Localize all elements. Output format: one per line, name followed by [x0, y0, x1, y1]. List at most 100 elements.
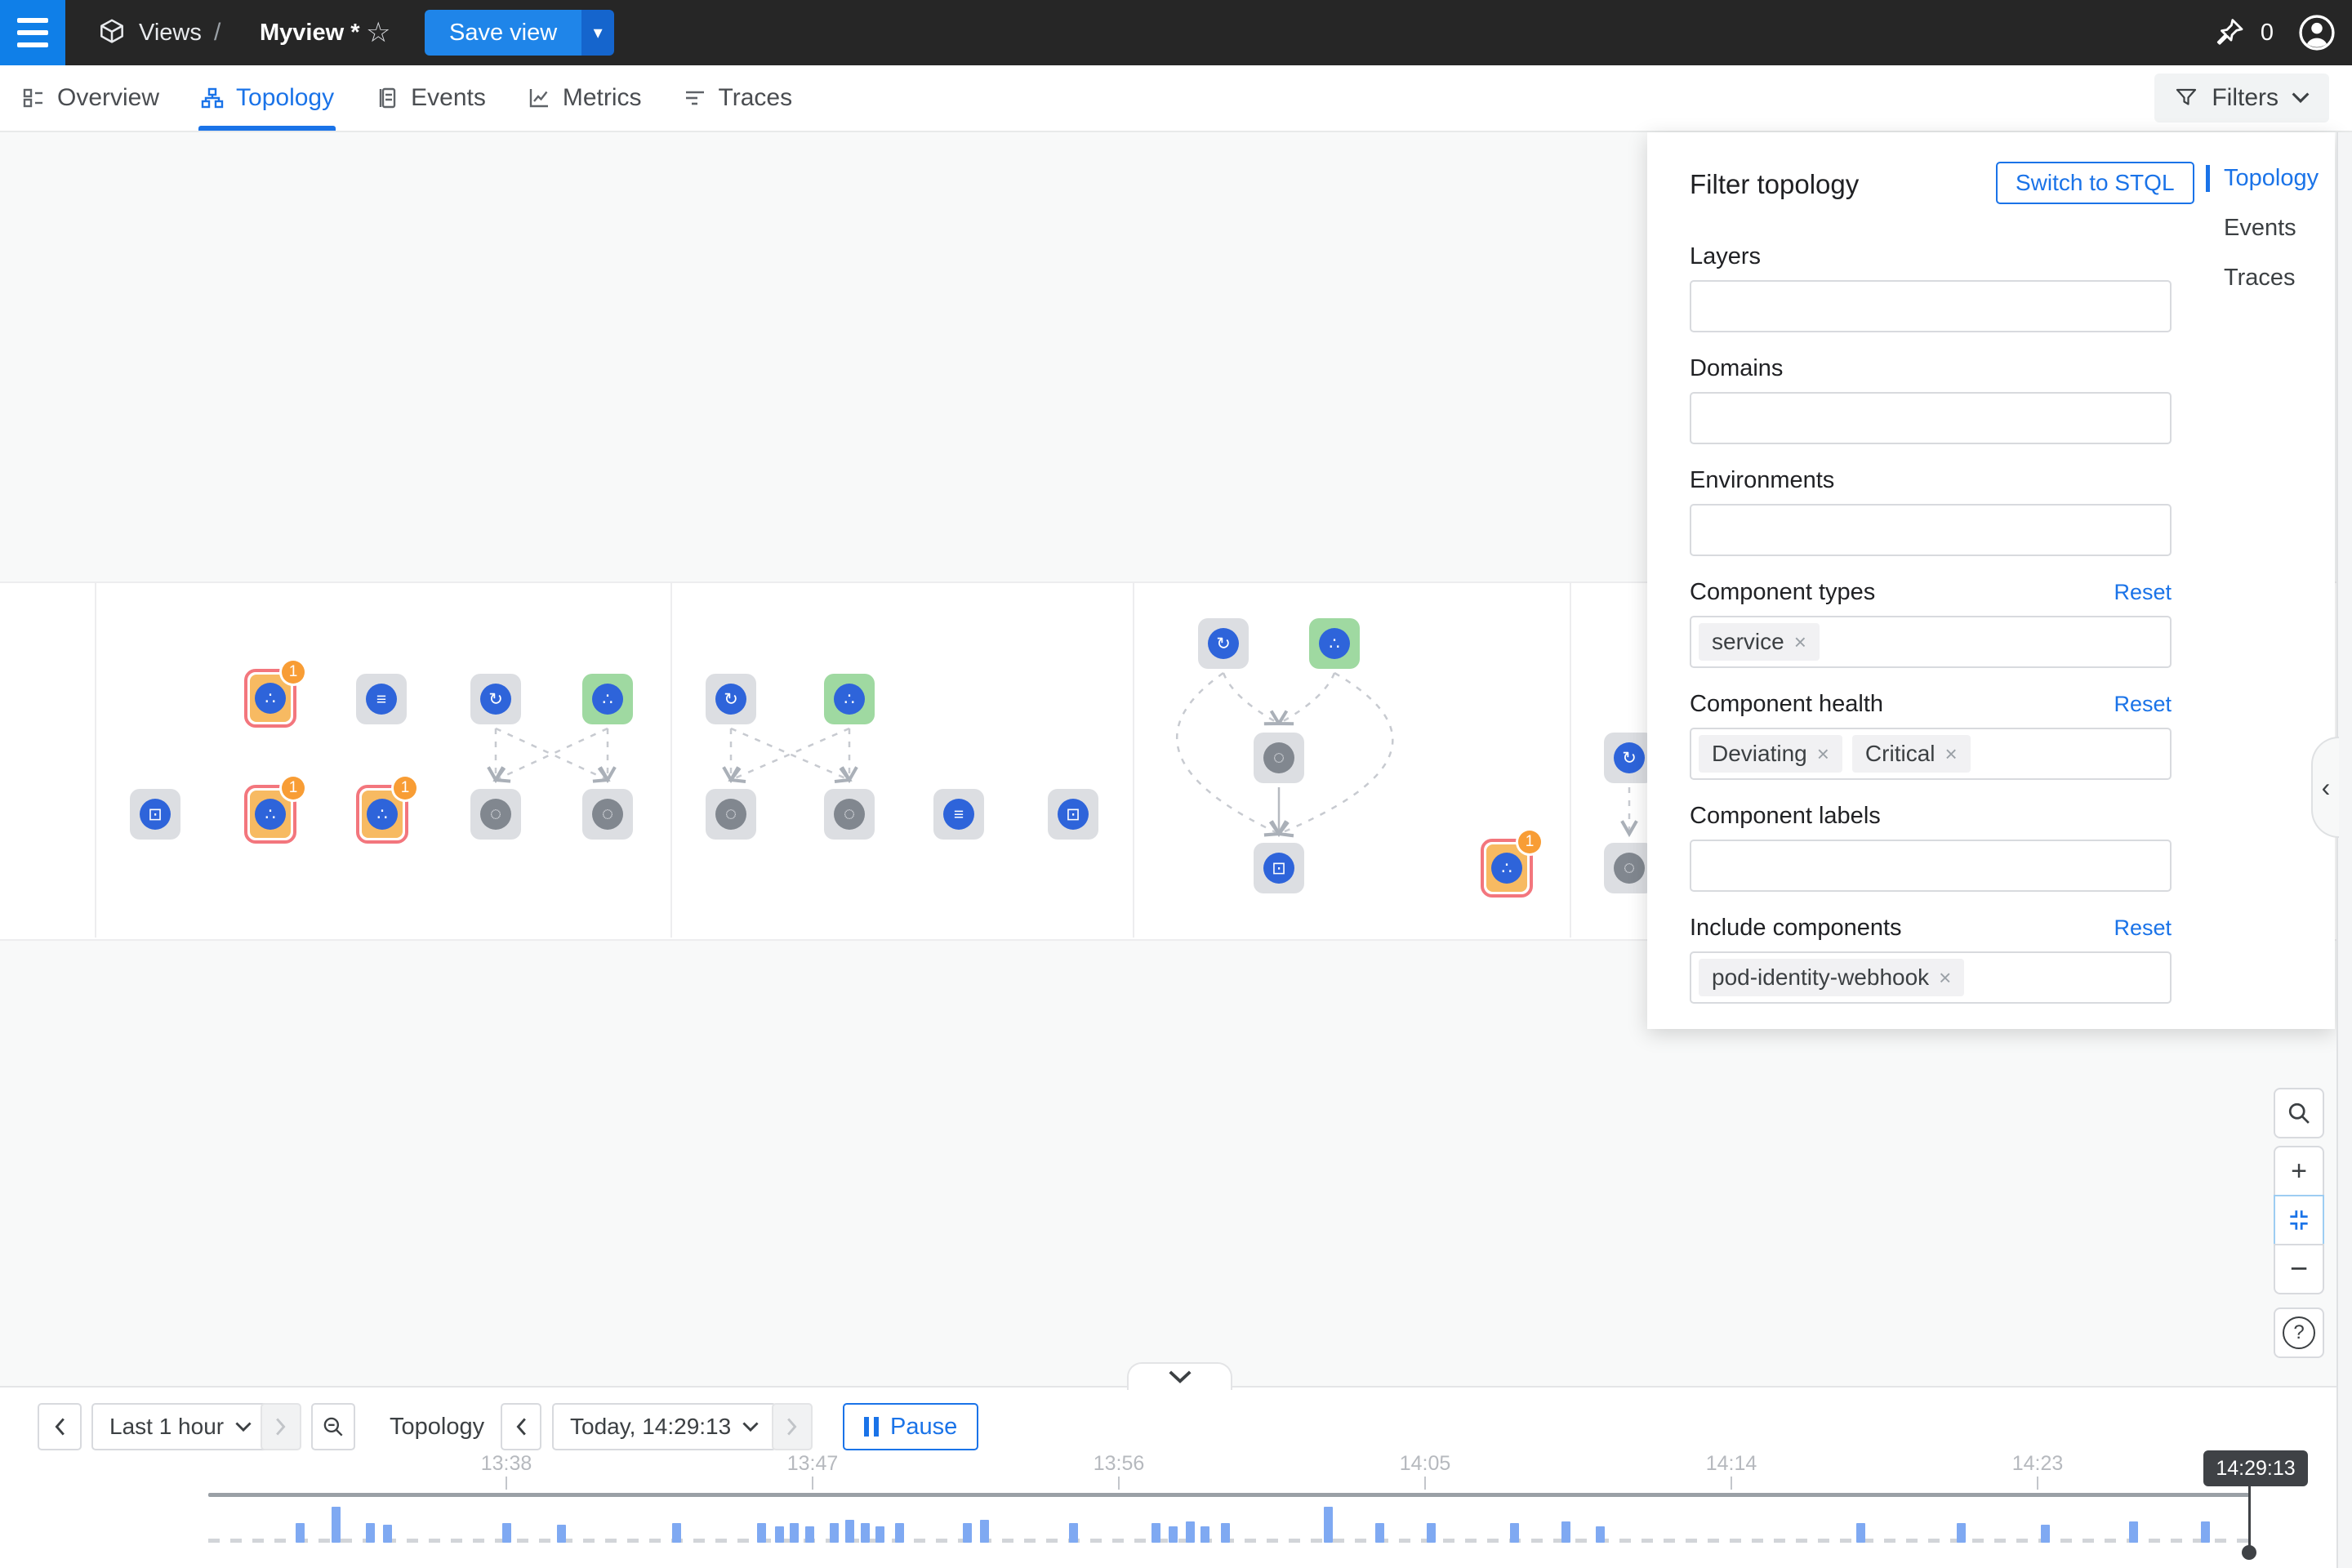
layers-input[interactable]	[1690, 280, 2172, 332]
include-components-input[interactable]: pod-identity-webhook ×	[1690, 951, 2172, 1004]
event-bar	[1956, 1523, 1966, 1543]
views-label: Views	[139, 19, 202, 46]
time-tick-mark	[1731, 1477, 1732, 1490]
deployment-node[interactable]: ↻	[470, 674, 521, 724]
remove-tag-icon[interactable]: ×	[1793, 629, 1806, 654]
panel-nav-events[interactable]: Events	[2224, 215, 2296, 241]
time-tick-label: 14:14	[1705, 1452, 1757, 1475]
service-node[interactable]: ∴ 1	[356, 777, 416, 844]
time-tick-label: 13:38	[480, 1452, 532, 1475]
component-types-reset-link[interactable]: Reset	[2114, 580, 2172, 604]
zoom-out-button[interactable]: −	[2274, 1244, 2324, 1294]
next-time-button[interactable]	[772, 1403, 813, 1450]
bot-node[interactable]: ⊡	[1048, 789, 1098, 840]
timeline-expand-handle[interactable]	[1127, 1362, 1232, 1390]
zoom-in-button[interactable]: +	[2274, 1146, 2324, 1196]
fit-to-screen-button[interactable]	[2274, 1195, 2324, 1245]
service-node[interactable]: ∴	[1309, 618, 1360, 669]
event-bar	[844, 1520, 854, 1543]
include-components-reset-link[interactable]: Reset	[2114, 915, 2172, 940]
deployment-node[interactable]: ↻	[1604, 733, 1655, 783]
pod-icon: ◌	[1614, 853, 1645, 884]
chevron-right-icon	[787, 1418, 797, 1436]
search-zoom-button[interactable]	[2274, 1088, 2324, 1138]
filter-funnel-icon	[2176, 88, 2197, 105]
component-types-input[interactable]: service ×	[1690, 616, 2172, 668]
favorite-star-icon[interactable]: ☆	[366, 17, 391, 48]
time-tick-label: 13:56	[1093, 1452, 1145, 1475]
component-health-reset-link[interactable]: Reset	[2114, 692, 2172, 716]
pod-node[interactable]: ◌	[824, 789, 875, 840]
tab-metrics[interactable]: Metrics	[527, 65, 642, 131]
domains-input[interactable]	[1690, 392, 2172, 444]
pod-icon: ◌	[1263, 742, 1294, 773]
pod-node[interactable]: ◌	[470, 789, 521, 840]
timeline-zoom-out-button[interactable]	[311, 1403, 355, 1450]
overview-icon	[23, 88, 42, 108]
tab-traces[interactable]: Traces	[683, 65, 792, 131]
next-range-button[interactable]	[261, 1403, 301, 1450]
pod-node[interactable]: ◌	[706, 789, 756, 840]
service-node[interactable]: ∴ 1	[244, 777, 305, 844]
traces-icon	[685, 91, 704, 105]
pinned-views[interactable]: 0	[2213, 0, 2274, 65]
deployment-node[interactable]: ↻	[706, 674, 756, 724]
environments-input[interactable]	[1690, 504, 2172, 556]
deployment-node[interactable]: ↻	[1198, 618, 1249, 669]
service-node[interactable]: ∴ 1	[244, 661, 305, 728]
tab-topology[interactable]: Topology	[198, 65, 336, 131]
previous-time-button[interactable]	[501, 1403, 541, 1450]
pin-icon[interactable]	[2213, 16, 2247, 50]
bot-node[interactable]: ⊡	[1254, 843, 1304, 893]
health-timeline-line[interactable]	[208, 1493, 2249, 1497]
timeline-view-label: Topology	[390, 1413, 485, 1440]
list-node[interactable]: ≡	[933, 789, 984, 840]
filters-button[interactable]: Filters	[2154, 74, 2329, 122]
swimlane-divider	[95, 581, 96, 938]
switch-to-stql-button[interactable]: Switch to STQL	[1996, 162, 2194, 204]
pod-node[interactable]: ◌	[1254, 733, 1304, 783]
remove-tag-icon[interactable]: ×	[1816, 741, 1829, 766]
service-icon: ∴	[1491, 853, 1522, 884]
tab-events[interactable]: Events	[375, 65, 486, 131]
panel-nav: Topology Events Traces	[2206, 165, 2319, 292]
time-range-dropdown[interactable]: Last 1 hour	[91, 1403, 270, 1450]
hamburger-menu-icon[interactable]	[0, 0, 65, 65]
save-view-button[interactable]: Save view ▾	[425, 10, 615, 56]
pod-node[interactable]: ◌	[1604, 843, 1655, 893]
health-count-badge: 1	[282, 661, 305, 684]
time-tick-mark	[2037, 1477, 2038, 1490]
collapse-panel-handle[interactable]: ‹	[2311, 737, 2339, 838]
component-labels-input[interactable]	[1690, 840, 2172, 892]
help-button[interactable]: ?	[2274, 1307, 2324, 1358]
event-bar	[1561, 1521, 1570, 1543]
health-count-badge: 1	[394, 777, 416, 800]
field-layers: Layers	[1690, 243, 2172, 332]
save-view-label[interactable]: Save view	[425, 10, 582, 56]
deployment-icon: ↻	[480, 684, 511, 715]
user-avatar-icon[interactable]	[2298, 14, 2336, 51]
chevron-left-icon: ‹	[2321, 772, 2331, 802]
panel-nav-topology[interactable]: Topology	[2206, 165, 2319, 192]
chevron-down-icon	[2292, 92, 2310, 104]
breadcrumb-views[interactable]: Views	[96, 0, 202, 65]
list-node[interactable]: ≡	[356, 674, 407, 724]
remove-tag-icon[interactable]: ×	[1939, 964, 1952, 990]
current-time-dot[interactable]	[2242, 1545, 2256, 1560]
previous-range-button[interactable]	[38, 1403, 82, 1450]
bot-node[interactable]: ⊡	[130, 789, 180, 840]
time-picker-dropdown[interactable]: Today, 14:29:13	[552, 1403, 777, 1450]
pod-node[interactable]: ◌	[582, 789, 633, 840]
tab-overview[interactable]: Overview	[21, 65, 159, 131]
service-node[interactable]: ∴ 1	[1481, 831, 1541, 898]
current-time-badge: 14:29:13	[2203, 1450, 2308, 1486]
service-node[interactable]: ∴	[824, 674, 875, 724]
pause-button[interactable]: Pause	[843, 1403, 979, 1450]
service-node[interactable]: ∴	[582, 674, 633, 724]
panel-nav-traces[interactable]: Traces	[2224, 265, 2296, 291]
chevron-down-icon	[742, 1421, 759, 1432]
component-health-input[interactable]: Deviating × Critical ×	[1690, 728, 2172, 780]
bot-icon: ⊡	[1263, 853, 1294, 884]
save-view-caret-icon[interactable]: ▾	[581, 10, 615, 56]
remove-tag-icon[interactable]: ×	[1944, 741, 1958, 766]
